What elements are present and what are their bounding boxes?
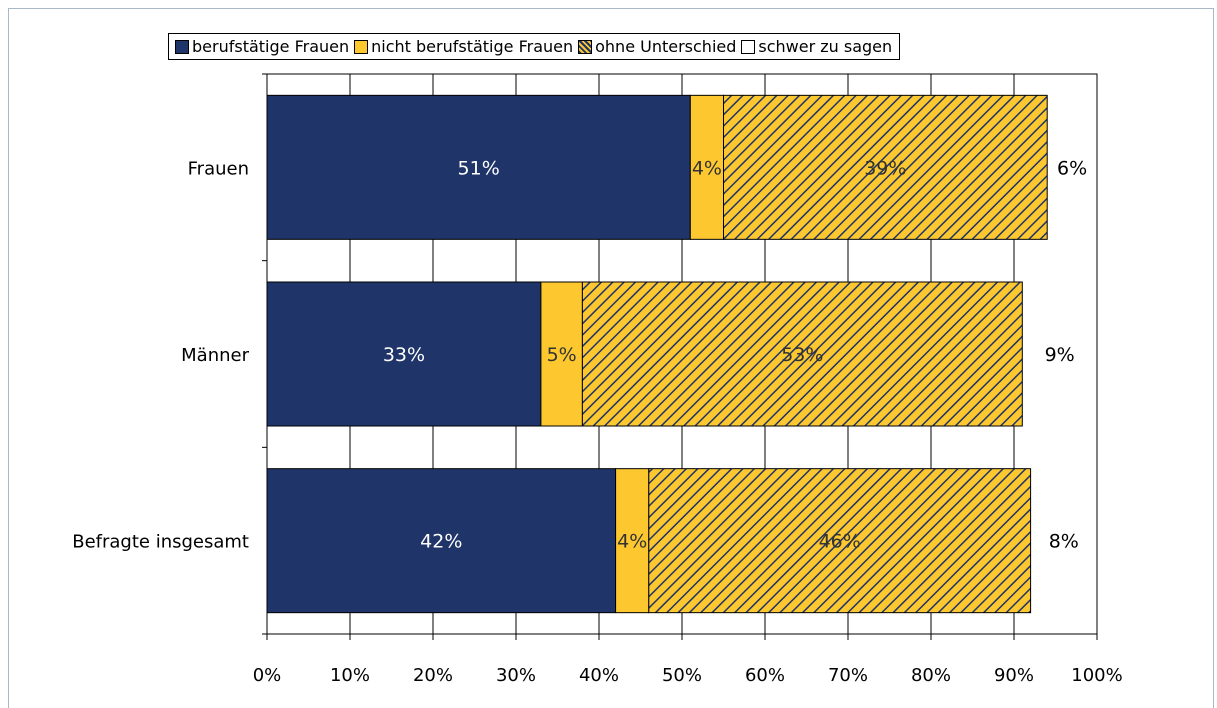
category-label-m-nner: Männer: [181, 345, 249, 366]
legend-swatch: [578, 39, 593, 54]
legend-label: schwer zu sagen: [758, 37, 893, 56]
x-tick-label: 80%: [911, 665, 951, 686]
x-tick-label: 10%: [330, 665, 370, 686]
x-tick-label: 50%: [662, 665, 702, 686]
bar-ohne-unterschied-frauen: [723, 94, 1048, 240]
data-label: 5%: [547, 344, 577, 366]
data-label: 39%: [864, 157, 906, 179]
data-label: 46%: [819, 531, 861, 553]
data-label: 8%: [1049, 531, 1079, 553]
legend-label: ohne Unterschied: [595, 37, 737, 56]
category-label-frauen: Frauen: [188, 158, 249, 179]
data-label: 51%: [458, 157, 500, 179]
bar-berufst-tige-frauen-befragte-insgesamt: [266, 468, 617, 614]
bar-nicht-berufst-tige-frauen-m-nner: [540, 281, 583, 427]
legend-label: nicht berufstätige Frauen: [371, 37, 574, 56]
x-tick-label: 90%: [994, 665, 1034, 686]
chart-frame: [8, 8, 1214, 708]
bar-ohne-unterschied-m-nner: [581, 281, 1023, 427]
x-tick-label: 100%: [1071, 665, 1122, 686]
legend-item-nicht-berufst-tige-frauen: nicht berufstätige Frauen: [354, 37, 573, 56]
legend-item-schwer-zu-sagen: schwer zu sagen: [741, 37, 892, 56]
data-label: 53%: [781, 344, 823, 366]
legend-item-ohne-unterschied: ohne Unterschied: [578, 37, 736, 56]
x-tick-label: 60%: [745, 665, 785, 686]
x-tick-label: 70%: [828, 665, 868, 686]
x-tick-label: 30%: [496, 665, 536, 686]
chart-legend: berufstätige Frauen nicht berufstätige Fr…: [168, 33, 901, 60]
legend-swatch: [741, 39, 756, 54]
data-label: 42%: [420, 531, 462, 553]
x-tick-label: 0%: [253, 665, 282, 686]
data-label: 9%: [1045, 344, 1075, 366]
bar-nicht-berufst-tige-frauen-frauen: [689, 94, 724, 240]
x-tick-label: 40%: [579, 665, 619, 686]
data-label: 6%: [1057, 157, 1087, 179]
x-tick-label: 20%: [413, 665, 453, 686]
data-label: 4%: [617, 531, 647, 553]
data-label: 4%: [692, 157, 722, 179]
legend-swatch: [175, 39, 189, 54]
legend-label: berufstätige Frauen: [192, 37, 350, 56]
data-label: 33%: [383, 344, 425, 366]
legend-swatch: [354, 39, 369, 54]
category-label-befragte-insgesamt: Befragte insgesamt: [72, 532, 249, 553]
bar-ohne-unterschied-befragte-insgesamt: [648, 468, 1032, 614]
legend-item-berufst-tige-frauen: berufstätige Frauen: [175, 37, 349, 56]
